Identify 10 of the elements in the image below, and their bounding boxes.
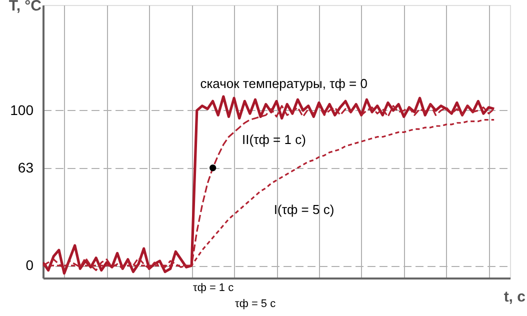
- y-axis-title: T, °С: [8, 0, 42, 14]
- series-label: скачок температуры, τф = 0: [200, 76, 368, 91]
- series-label: II(τф = 1 с): [242, 132, 306, 148]
- text: τф = 1 с: [193, 282, 234, 294]
- y-tick-label: 0: [26, 257, 34, 274]
- x-axis-title: t, с: [504, 288, 526, 306]
- y-tick-label: 63: [18, 159, 34, 176]
- y-tick-label: 100: [10, 102, 34, 118]
- text: τф = 5 с: [235, 298, 276, 310]
- series-label: I(τф = 5 с): [274, 202, 334, 218]
